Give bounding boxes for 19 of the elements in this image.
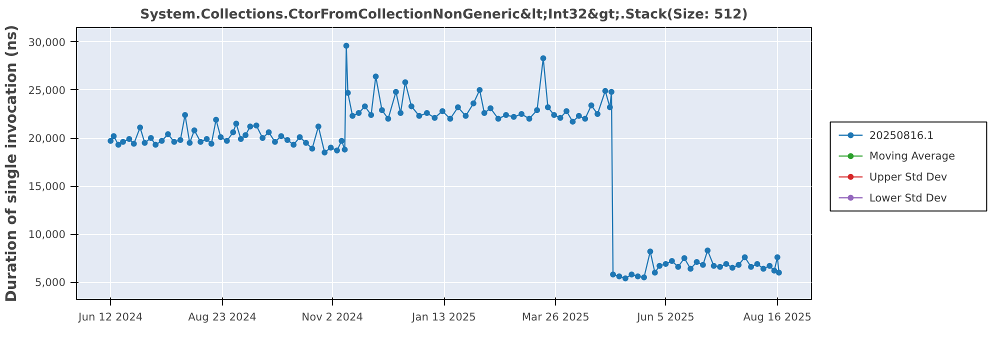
y-tick-label: 25,000 [28,84,66,97]
x-tick-label: Aug 16 2025 [743,310,812,324]
y-tick-label: 30,000 [28,36,66,49]
legend-label: Upper Std Dev [869,170,948,184]
x-tick-label: Jun 5 2025 [636,310,694,324]
y-axis-title: Duration of single invocation (ns) [3,24,20,302]
y-tick-label: 15,000 [28,180,66,194]
x-tick-label: Aug 23 2024 [188,310,257,324]
x-tick-label: Mar 26 2025 [522,310,590,324]
legend-label: Moving Average [869,150,956,163]
x-tick-label: Nov 2 2024 [302,310,364,324]
chart-title: System.Collections.CtorFromCollectionNonGeneric&lt;Int32&gt;.Stack(Size: 512) [140,8,748,22]
legend-label: 20250816.1 [869,129,934,142]
y-tick-label: 10,000 [28,228,66,242]
legend-label: Lower Std Dev [869,191,947,204]
y-tick-label: 5,000 [34,276,66,290]
y-tick-label: 20,000 [28,132,66,146]
x-tick-label: Jan 13 2025 [411,310,476,324]
x-tick-label: Jun 12 2024 [78,310,143,324]
